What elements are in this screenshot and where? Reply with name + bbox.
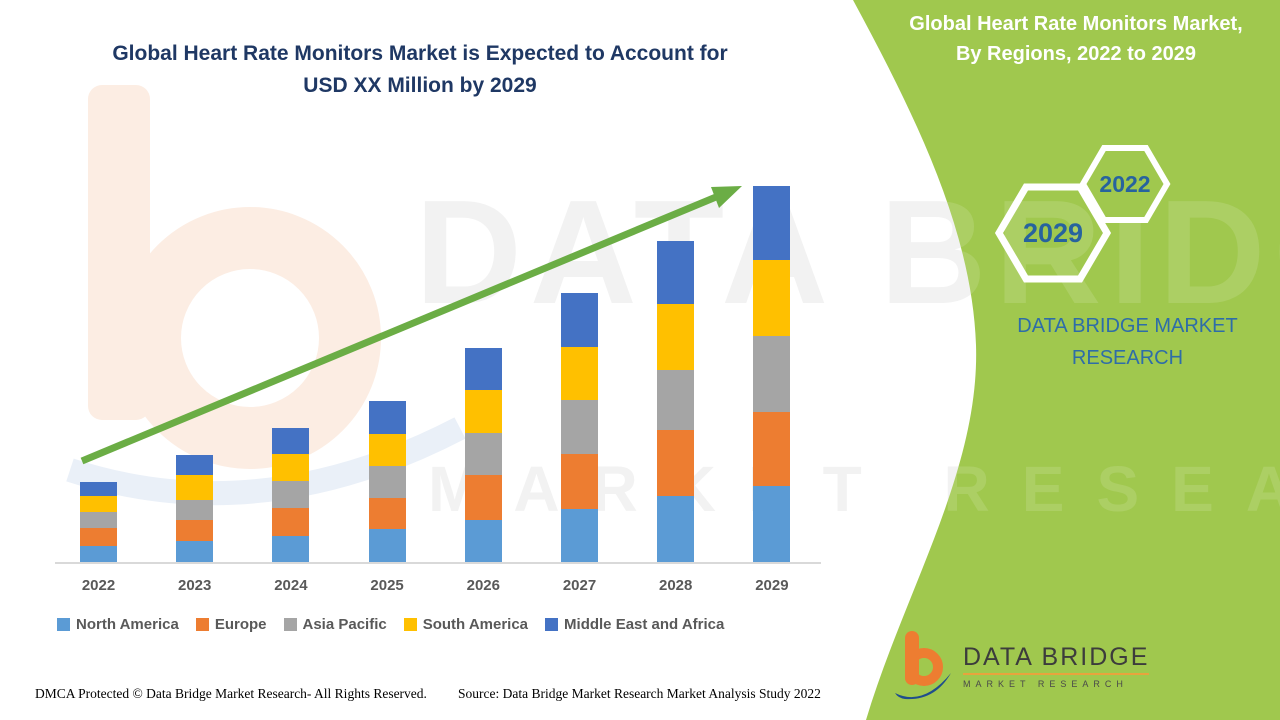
legend: North America Europe Asia Pacific South Ame…: [57, 616, 724, 633]
bar-column-2025: [368, 401, 406, 563]
x-axis-label: 2024: [274, 577, 308, 594]
bar-segment: [272, 536, 310, 563]
bar-segment: [176, 475, 214, 500]
bar-segment: [80, 528, 117, 546]
legend-swatch: [57, 618, 70, 631]
bar-segment: [80, 512, 117, 528]
bar-segment: [464, 390, 502, 433]
legend-swatch: [283, 618, 297, 631]
x-axis-label: 2023: [178, 577, 212, 594]
x-axis-label: 2029: [755, 577, 789, 594]
bar-segment: [464, 475, 502, 520]
logo-b-icon: [895, 631, 951, 700]
bar-segment: [80, 482, 117, 496]
bar-segment: [464, 520, 502, 563]
x-axis-label: 2026: [466, 577, 500, 594]
bar-segment: [464, 348, 502, 390]
legend-swatch: [545, 618, 559, 631]
page-title: Global Heart Rate Monitors Market is Exp…: [40, 38, 800, 102]
data-bridge-logo: DATA BRIDGE MARKET RESEARCH: [893, 629, 1150, 703]
legend-item: South America: [403, 616, 529, 633]
legend-item: Middle East and Africa: [545, 616, 724, 633]
hexagon-2029: [994, 183, 1112, 283]
bar-column-2023: [176, 455, 214, 563]
legend-item: Europe: [195, 616, 267, 633]
bar-segment: [176, 520, 214, 541]
hexagon-years: 2029 2022: [994, 145, 1171, 283]
bar-segment: [753, 412, 791, 486]
bar-segment: [272, 454, 310, 481]
logo-name: DATA BRIDGE: [963, 642, 1150, 671]
sidebar-brand-line2: RESEARCH: [1071, 347, 1184, 369]
bar-segment: [657, 496, 695, 563]
bar-segment: [80, 496, 117, 512]
bar-segment: [657, 304, 695, 370]
sidebar-heading-line2: By Regions, 2022 to 2029: [955, 43, 1197, 65]
legend-label: Europe: [214, 616, 267, 633]
footer-dmca: DMCA Protected © Data Bridge Market Rese…: [35, 686, 427, 701]
bar-segment: [657, 370, 695, 430]
plot-area: [55, 163, 825, 563]
x-axis-label: 2028: [659, 577, 693, 594]
sidebar-heading-line1: Global Heart Rate Monitors Market,: [909, 13, 1243, 35]
legend-label: South America: [422, 616, 529, 633]
bar-segment: [368, 498, 406, 529]
bar-segment: [272, 481, 310, 508]
bar-segment: [368, 529, 406, 563]
legend-swatch: [403, 618, 417, 631]
bar-segment: [657, 241, 695, 304]
bar-segment: [176, 541, 214, 563]
bar-segment: [561, 347, 598, 400]
bar-segment: [561, 400, 598, 454]
bar-segment: [368, 434, 406, 466]
bar-segment: [753, 260, 791, 336]
bar-segment: [176, 455, 214, 475]
bar-column-2022: [80, 482, 117, 563]
bar-segment: [368, 401, 406, 434]
sidebar-brand-line1: DATA BRIDGE MARKET: [1017, 315, 1238, 337]
bar-segment: [464, 433, 502, 475]
x-axis-label: 2022: [81, 577, 116, 594]
footer-source: Source: Data Bridge Market Research Mark…: [458, 686, 821, 701]
sidebar-heading: Global Heart Rate Monitors Market, By Re…: [880, 9, 1272, 69]
bar-segment: [561, 293, 598, 347]
legend-item: North America: [57, 616, 179, 633]
legend-label: North America: [76, 616, 179, 633]
legend-label: Asia Pacific: [302, 616, 387, 633]
bar-column-2026: [464, 348, 502, 563]
legend-label: Middle East and Africa: [564, 616, 725, 633]
logo-divider: [963, 672, 1150, 675]
bar-segment: [753, 336, 791, 412]
page-title-line2: USD XX Million by 2029: [303, 74, 537, 97]
page-title-line1: Global Heart Rate Monitors Market is Exp…: [112, 42, 728, 65]
x-axis-label: 2027: [562, 577, 597, 594]
hexagon-2029-label: 2029: [1023, 218, 1083, 248]
bar-segment: [561, 454, 598, 509]
bar-column-2027: [561, 293, 598, 563]
bar-segment: [368, 466, 406, 498]
bar-segment: [561, 509, 598, 563]
bar-column-2029: [753, 186, 791, 563]
bar-segment: [272, 508, 310, 536]
bar-segment: [176, 500, 214, 520]
hexagon-2022-label: 2022: [1099, 171, 1150, 197]
sidebar-brand: DATA BRIDGE MARKET RESEARCH: [985, 310, 1270, 374]
bar-segment: [753, 186, 791, 260]
bar-segment: [657, 430, 695, 496]
axis-line: [55, 562, 821, 564]
bar-segment: [272, 428, 310, 454]
legend-item: Asia Pacific: [283, 616, 387, 633]
hexagon-2022: [1079, 145, 1171, 223]
logo-tagline: MARKET RESEARCH: [963, 678, 1128, 689]
x-axis-label: 2025: [370, 577, 404, 594]
bar-column-2028: [657, 241, 695, 563]
bar-segment: [80, 546, 117, 563]
bar-segment: [753, 486, 791, 563]
legend-swatch: [195, 618, 209, 631]
bar-column-2024: [272, 428, 310, 563]
